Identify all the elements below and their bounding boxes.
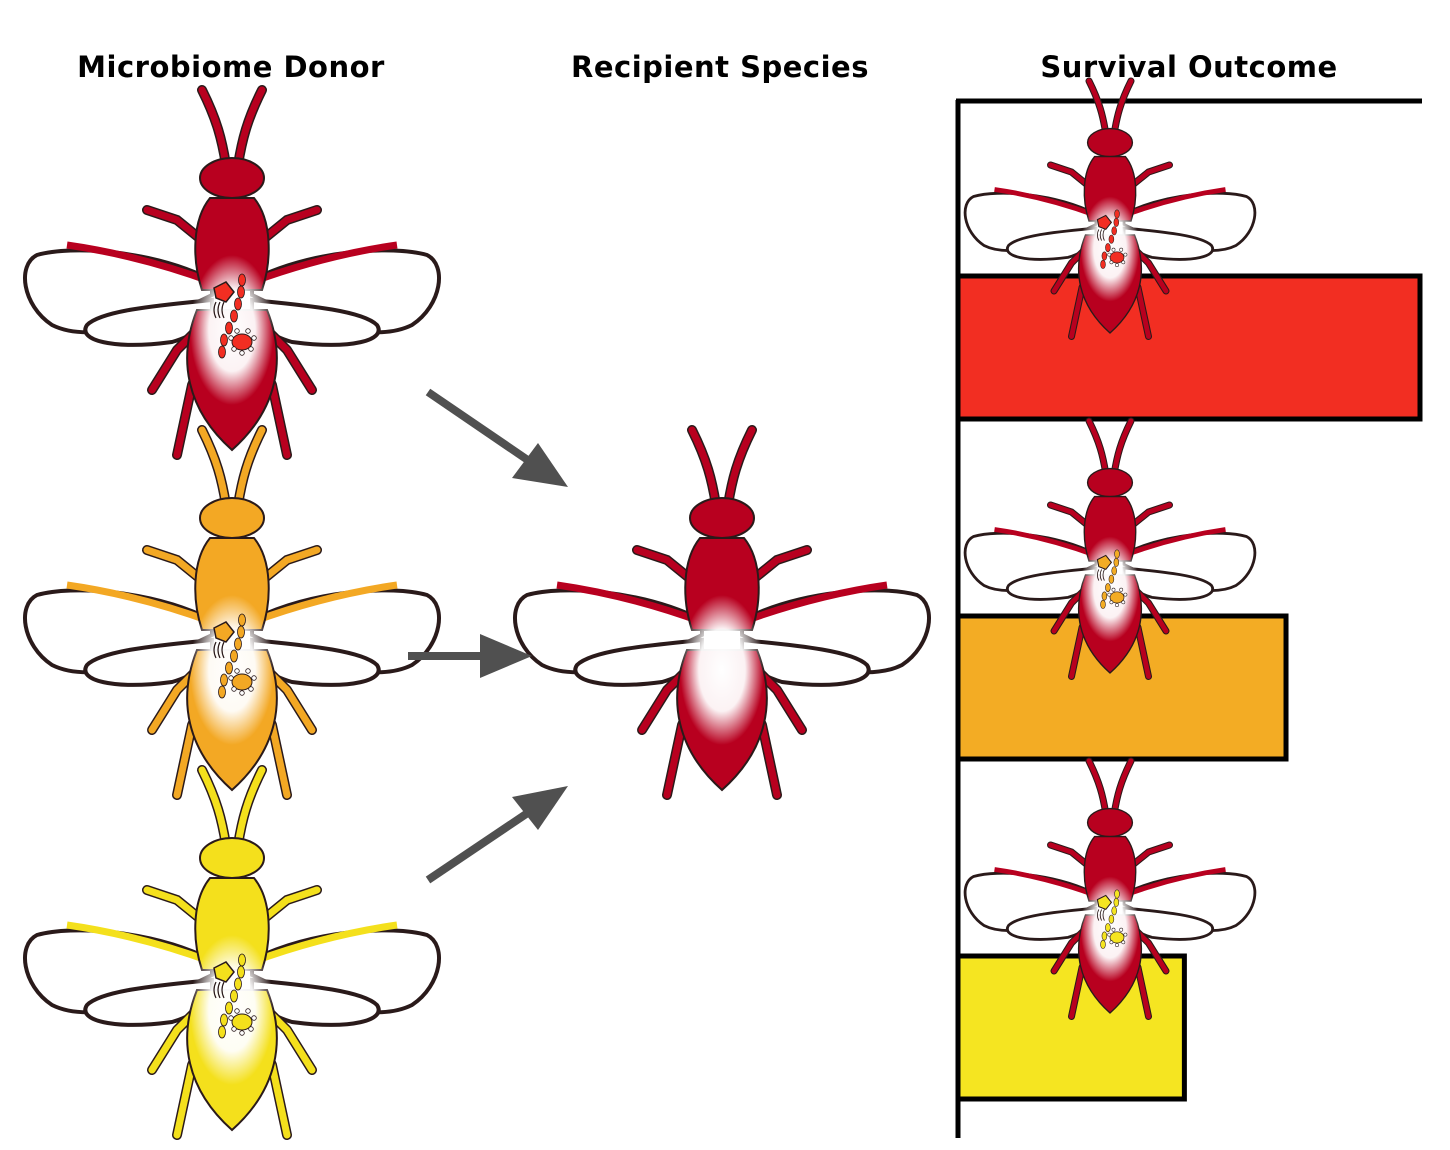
- survival-bar-2: [955, 953, 1187, 1102]
- survival-bar-0: [955, 273, 1423, 422]
- wasp-red-donor-icon: [25, 90, 439, 455]
- wasp-orange-donor-icon: [25, 430, 439, 795]
- arrow-yellow-to-recipient: [425, 786, 568, 884]
- arrow-red-to-recipient: [425, 388, 568, 487]
- survival-bar-1: [955, 613, 1289, 762]
- arrow-orange-to-recipient: [408, 634, 532, 678]
- survival-chart: [955, 81, 1423, 1138]
- donor-column-title: Microbiome Donor: [77, 50, 385, 84]
- recipient-column-title: Recipient Species: [571, 50, 869, 84]
- wasp-recipient-icon: [515, 430, 929, 795]
- wasp-yellow-donor-icon: [25, 770, 439, 1135]
